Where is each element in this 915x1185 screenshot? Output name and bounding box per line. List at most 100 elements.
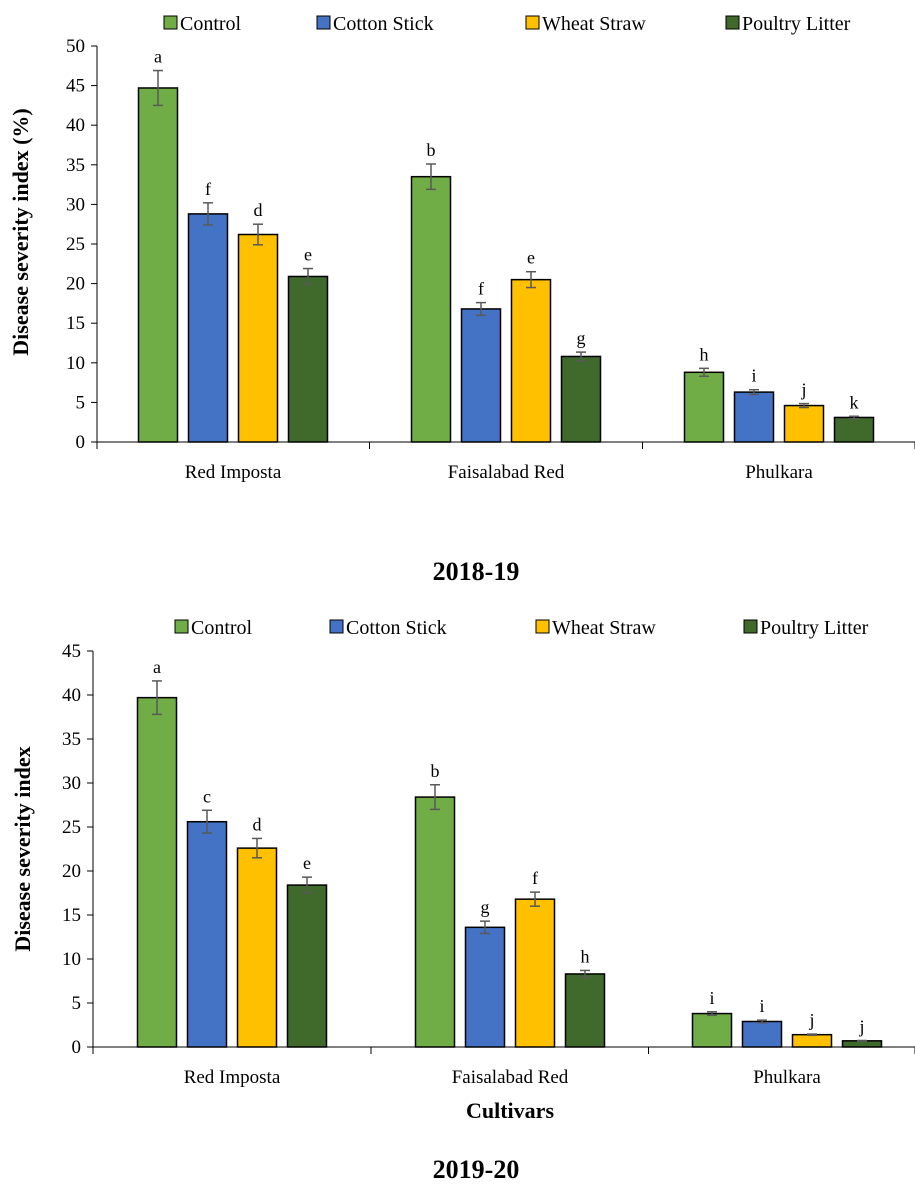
bar bbox=[793, 1035, 832, 1047]
significance-letter: c bbox=[203, 786, 211, 806]
y-tick-label: 40 bbox=[62, 685, 81, 706]
y-tick-label: 50 bbox=[66, 36, 85, 57]
legend-swatch bbox=[175, 620, 188, 633]
significance-letter: j bbox=[808, 1010, 814, 1030]
y-tick-label: 20 bbox=[62, 861, 81, 882]
significance-letter: f bbox=[532, 868, 538, 888]
y-tick-label: 15 bbox=[66, 313, 85, 334]
significance-letter: d bbox=[254, 200, 263, 220]
significance-letter: a bbox=[153, 657, 161, 677]
y-tick-label: 30 bbox=[66, 194, 85, 215]
legend-label: Wheat Straw bbox=[542, 13, 646, 35]
y-tick-label: 25 bbox=[62, 817, 81, 838]
bar bbox=[188, 822, 227, 1047]
y-tick-label: 15 bbox=[62, 905, 81, 926]
error-bar bbox=[807, 1034, 817, 1035]
y-tick-label: 35 bbox=[66, 155, 85, 176]
significance-letter: i bbox=[709, 988, 714, 1008]
significance-letter: a bbox=[154, 47, 162, 67]
legend-label: Cotton Stick bbox=[346, 617, 447, 639]
y-tick-label: 40 bbox=[66, 115, 85, 136]
x-category-label: Phulkara bbox=[753, 1067, 821, 1088]
significance-letter: i bbox=[759, 996, 764, 1016]
legend-swatch bbox=[526, 16, 539, 29]
y-tick-label: 0 bbox=[72, 1037, 82, 1058]
bar bbox=[516, 899, 555, 1047]
significance-letter: h bbox=[581, 946, 590, 966]
legend-label: Control bbox=[191, 617, 253, 639]
y-tick-label: 5 bbox=[76, 392, 86, 413]
legend-swatch bbox=[726, 16, 739, 29]
x-axis-title: Cultivars bbox=[466, 1098, 554, 1123]
bar bbox=[562, 356, 601, 442]
significance-letter: e bbox=[527, 248, 535, 268]
x-category-label: Faisalabad Red bbox=[448, 462, 565, 483]
legend-swatch bbox=[164, 16, 177, 29]
x-category-label: Faisalabad Red bbox=[452, 1067, 569, 1088]
y-tick-label: 10 bbox=[62, 949, 81, 970]
legend-swatch bbox=[744, 620, 757, 633]
bar bbox=[835, 417, 874, 442]
y-tick-label: 20 bbox=[66, 274, 85, 295]
chart-panel-1: 0 5 10 15 20 25 30 35 40 45 50 Red Imposta Faisalaba… bbox=[8, 13, 915, 586]
error-bar bbox=[857, 1040, 867, 1041]
significance-letter: j bbox=[800, 380, 806, 400]
y-tick-label: 10 bbox=[66, 353, 85, 374]
legend-swatch bbox=[317, 16, 330, 29]
significance-letter: d bbox=[253, 814, 262, 834]
significance-letter: b bbox=[427, 140, 436, 160]
x-category-label: Phulkara bbox=[745, 462, 813, 483]
x-category-label: Red Imposta bbox=[185, 462, 282, 483]
bar bbox=[139, 88, 178, 442]
bar bbox=[138, 698, 177, 1047]
significance-letter: b bbox=[431, 761, 440, 781]
significance-letter: h bbox=[700, 344, 709, 364]
panel-caption: 2019-20 bbox=[433, 1155, 520, 1184]
x-category-label: Red Imposta bbox=[184, 1067, 281, 1088]
y-tick-label: 45 bbox=[66, 76, 85, 97]
bar bbox=[412, 177, 451, 442]
significance-letter: e bbox=[304, 245, 312, 265]
bar bbox=[566, 974, 605, 1047]
significance-letter: f bbox=[205, 179, 211, 199]
significance-letter: e bbox=[303, 853, 311, 873]
chart-panel-2: 0 5 10 15 20 25 30 35 40 45 Red Imposta Faisalabad … bbox=[10, 617, 915, 1184]
significance-letter: j bbox=[858, 1016, 864, 1036]
bar bbox=[693, 1014, 732, 1047]
bar bbox=[466, 927, 505, 1047]
bar bbox=[189, 214, 228, 442]
legend-label: Wheat Straw bbox=[552, 617, 656, 639]
significance-letter: g bbox=[481, 897, 490, 917]
bar bbox=[735, 392, 774, 442]
bar bbox=[685, 372, 724, 442]
bar bbox=[239, 234, 278, 442]
bar bbox=[462, 309, 501, 442]
legend-label: Poultry Litter bbox=[760, 617, 869, 639]
legend-label: Poultry Litter bbox=[742, 13, 851, 35]
y-tick-label: 45 bbox=[62, 641, 81, 662]
bar bbox=[512, 280, 551, 442]
y-tick-label: 25 bbox=[66, 234, 85, 255]
y-axis-title: Disease severity index (%) bbox=[8, 108, 33, 355]
y-tick-label: 30 bbox=[62, 773, 81, 794]
bar bbox=[289, 276, 328, 442]
bar bbox=[288, 885, 327, 1047]
bar bbox=[743, 1021, 782, 1047]
significance-letter: g bbox=[577, 328, 586, 348]
panel-caption: 2018-19 bbox=[433, 557, 520, 586]
bar bbox=[416, 797, 455, 1047]
bar bbox=[238, 848, 277, 1047]
y-axis-title: Disease severity index bbox=[10, 746, 35, 951]
y-tick-label: 5 bbox=[72, 993, 82, 1014]
significance-letter: i bbox=[751, 366, 756, 386]
y-tick-label: 35 bbox=[62, 729, 81, 750]
legend-swatch bbox=[330, 620, 343, 633]
legend-label: Cotton Stick bbox=[333, 13, 434, 35]
significance-letter: k bbox=[850, 392, 859, 412]
significance-letter: f bbox=[478, 279, 484, 299]
legend-label: Control bbox=[180, 13, 242, 35]
y-tick-label: 0 bbox=[76, 432, 86, 453]
legend-swatch bbox=[536, 620, 549, 633]
bar bbox=[785, 406, 824, 442]
